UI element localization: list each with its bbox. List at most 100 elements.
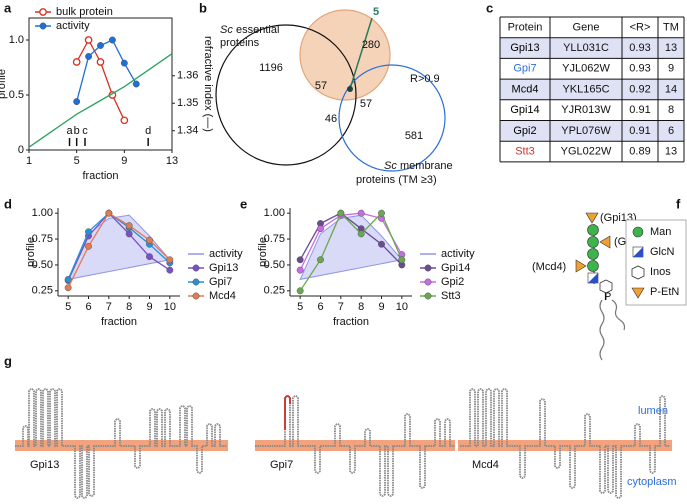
x-tick-label: 10 xyxy=(396,301,408,313)
table-header: Gene xyxy=(573,21,600,33)
y-tick-label: 0.50 xyxy=(264,259,285,271)
y-tick-label: 0.25 xyxy=(264,285,285,297)
table-cell: 0.93 xyxy=(629,42,650,54)
protein-label: Mcd4 xyxy=(472,459,499,471)
panel-label: a xyxy=(4,0,12,15)
topology-trace xyxy=(255,395,455,497)
legend-label: bulk protein xyxy=(56,6,113,18)
attachment-label: (Mcd4) xyxy=(532,261,566,273)
data-point xyxy=(378,240,385,248)
venn-set-label: Sc xyxy=(384,160,397,172)
venn-count: 581 xyxy=(405,130,423,142)
compartment-label: cytoplasm xyxy=(627,476,677,488)
panel-label: d xyxy=(4,196,12,211)
fraction-marker-label: c xyxy=(82,125,88,137)
legend-label: Gpi13 xyxy=(209,262,238,274)
legend-label: activity xyxy=(441,248,475,260)
table-cell: 6 xyxy=(668,125,674,137)
venn-dot xyxy=(347,86,353,92)
venn-count: 1196 xyxy=(259,62,283,74)
x-tick-label: 5 xyxy=(297,301,303,313)
x-tick-label: 7 xyxy=(106,301,112,313)
table-cell: 0.91 xyxy=(629,125,650,137)
data-point xyxy=(296,266,304,274)
table-cell: 0.92 xyxy=(629,83,650,95)
venn-count: 5 xyxy=(373,6,379,18)
y-axis-label: profile xyxy=(0,69,8,99)
legend-marker xyxy=(424,278,432,286)
y-tick-label: 0.25 xyxy=(32,285,53,297)
venn-circle xyxy=(299,9,391,101)
x-tick-label: 8 xyxy=(126,301,132,313)
compartment-label: lumen xyxy=(638,405,668,417)
legend-marker xyxy=(424,264,432,272)
data-point xyxy=(132,80,140,88)
venn-count: 46 xyxy=(325,113,337,125)
panel-label: g xyxy=(4,353,12,368)
table-cell: Gpi7 xyxy=(513,63,536,75)
data-point xyxy=(317,225,324,233)
data-point xyxy=(166,256,174,264)
data-point xyxy=(357,230,365,238)
fraction-marker-label: d xyxy=(145,125,151,137)
data-point xyxy=(85,228,92,236)
data-point xyxy=(85,242,92,250)
x-tick-label: 7 xyxy=(338,301,344,313)
x-tick-label: 1 xyxy=(26,155,32,167)
venn-count: 57 xyxy=(315,80,327,92)
topology xyxy=(15,388,670,499)
signal-segment xyxy=(284,395,291,430)
table-cell: 0.91 xyxy=(629,104,650,116)
y-axis-label: profile xyxy=(25,237,37,267)
x-tick-label: 5 xyxy=(65,301,71,313)
y-tick-label: 1.00 xyxy=(264,207,285,219)
series-line xyxy=(299,212,403,292)
x-axis-label: fraction xyxy=(82,170,118,182)
y-axis-label: profile xyxy=(257,237,269,267)
table-header: Protein xyxy=(508,21,543,33)
legend-label: activity xyxy=(209,248,243,260)
plot-frame xyxy=(28,17,173,151)
legend-marker xyxy=(192,278,200,286)
row-background xyxy=(500,79,684,100)
venn-count: 280 xyxy=(362,39,380,51)
y-tick-label: 0 xyxy=(18,144,24,156)
data-point xyxy=(64,284,72,292)
data-point xyxy=(64,275,72,283)
data-point xyxy=(296,287,304,295)
data-point xyxy=(96,58,105,66)
table-cell: Gpi14 xyxy=(510,104,539,116)
legend-marker xyxy=(39,22,47,30)
table-header: TM xyxy=(663,21,679,33)
series-line xyxy=(67,212,171,281)
x-tick-label: 9 xyxy=(121,155,127,167)
panel-label: b xyxy=(199,0,207,15)
data-point xyxy=(72,58,81,66)
data-point xyxy=(120,59,128,67)
row-background xyxy=(500,37,684,59)
legend-label: Gpi7 xyxy=(209,276,232,288)
table-cell: 0.93 xyxy=(629,63,650,75)
x-tick-label: 13 xyxy=(166,155,178,167)
venn-set-label: essential xyxy=(236,24,279,36)
phosphate-label: P xyxy=(604,291,611,303)
row-background xyxy=(500,120,684,142)
x-axis-label: fraction xyxy=(101,316,137,328)
membrane xyxy=(255,440,455,451)
legend-marker xyxy=(192,292,200,300)
series-line xyxy=(28,53,173,148)
legend-label: Gpi2 xyxy=(441,276,464,288)
series-line xyxy=(67,212,171,280)
legend-label: activity xyxy=(56,20,90,32)
topology-trace xyxy=(15,388,227,499)
data-point xyxy=(125,230,133,238)
x-tick-label: 6 xyxy=(317,301,323,313)
series-line xyxy=(76,39,137,102)
y-tick-label: 0.5 xyxy=(9,89,24,101)
protein-label: Gpi7 xyxy=(270,459,293,471)
legend-marker xyxy=(192,264,200,272)
x-tick-label: 10 xyxy=(164,301,176,313)
y2-axis-label: refractive index (—) xyxy=(202,36,214,132)
data-point xyxy=(166,266,174,274)
